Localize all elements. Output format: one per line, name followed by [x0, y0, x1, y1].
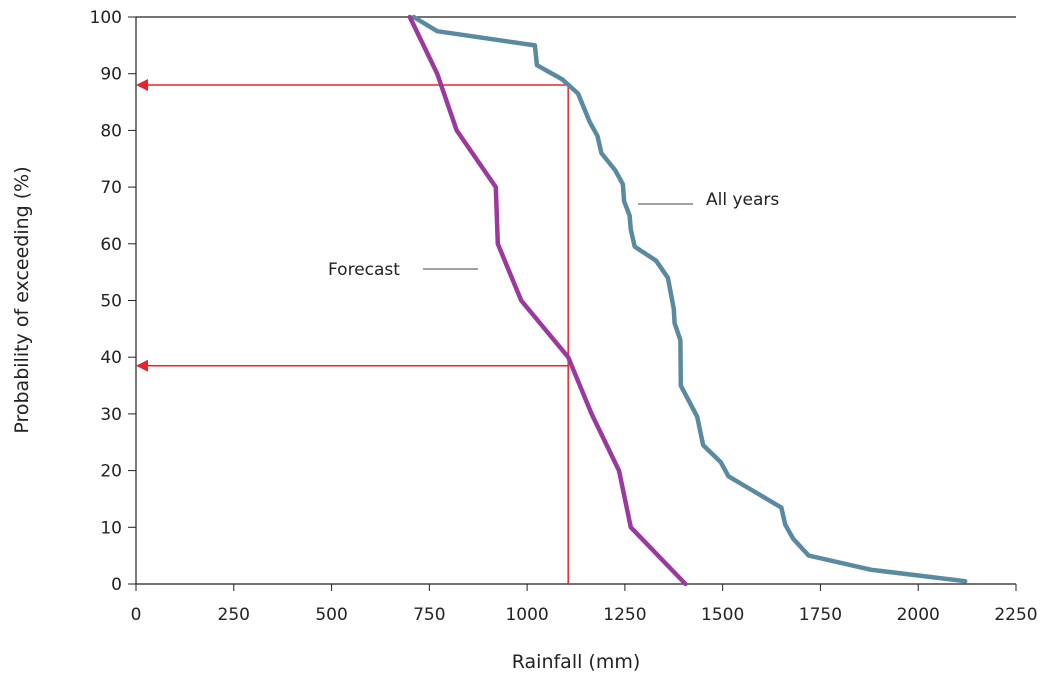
x-tick-label: 0	[131, 605, 142, 625]
y-tick-label: 10	[100, 518, 122, 538]
forecast-series-label: Forecast	[328, 260, 400, 280]
tick-marks	[128, 16, 1017, 591]
series-lines	[407, 14, 968, 587]
x-tick-label: 1250	[603, 605, 646, 625]
all-years-series-label: All years	[706, 190, 779, 210]
y-tick-label: 20	[100, 462, 122, 482]
x-axis-title: Rainfall (mm)	[512, 651, 641, 673]
x-tick-label: 1500	[701, 605, 744, 625]
y-tick-label: 100	[90, 8, 122, 28]
x-tick-labels: 0 250 500 750 1000 1250 1500 1750 2000 2250	[131, 605, 1038, 625]
y-tick-label: 70	[100, 178, 122, 198]
y-tick-label: 40	[100, 348, 122, 368]
reference-annotations	[136, 79, 569, 584]
y-tick-label: 30	[100, 405, 122, 425]
y-tick-label: 80	[100, 121, 122, 141]
x-tick-label: 2250	[994, 605, 1037, 625]
x-tick-label: 1000	[505, 605, 548, 625]
x-tick-label: 2000	[897, 605, 940, 625]
y-tick-label: 90	[100, 65, 122, 85]
axes	[135, 16, 1016, 585]
x-tick-label: 500	[315, 605, 347, 625]
y-tick-label: 50	[100, 292, 122, 312]
forecast-series-line	[407, 14, 688, 587]
x-tick-label: 1750	[799, 605, 842, 625]
y-tick-label: 60	[100, 235, 122, 255]
y-tick-labels: 0 10 20 30 40 50 60 70 80 90 100	[90, 8, 122, 595]
y-tick-label: 0	[111, 575, 122, 595]
all-years-series-line	[411, 14, 968, 584]
x-tick-label: 250	[218, 605, 250, 625]
x-tick-label: 750	[413, 605, 445, 625]
y-axis-title: Probability of exceeding (%)	[11, 166, 33, 433]
